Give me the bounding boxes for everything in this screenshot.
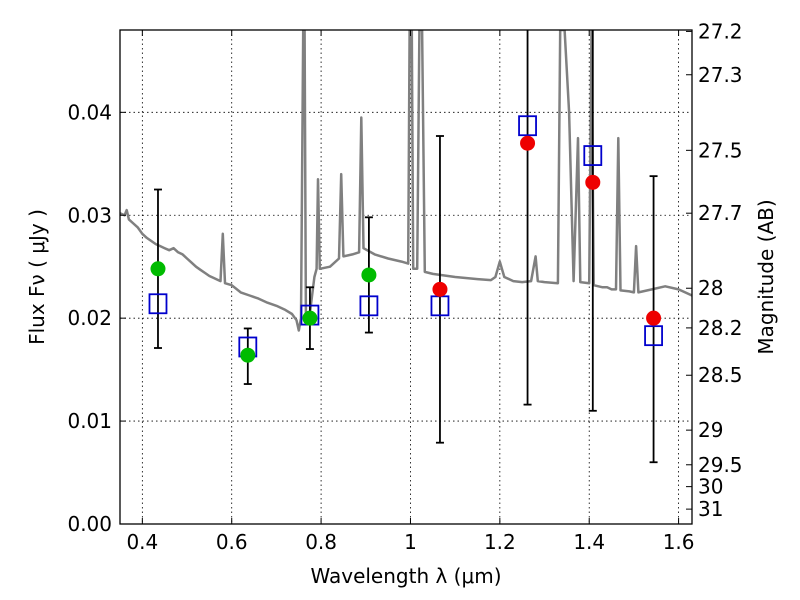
model-flux-square xyxy=(359,295,379,317)
observed-flux-point xyxy=(302,310,318,326)
spectrum-line xyxy=(120,30,692,332)
observed-flux-point xyxy=(150,261,166,277)
magnitude-tick-label: 27.3 xyxy=(698,63,743,87)
x-tick-label: 1.6 xyxy=(663,530,695,554)
observed-flux-point xyxy=(432,281,448,297)
x-tick-label: 0.4 xyxy=(126,530,158,554)
x-tick-label: 1.2 xyxy=(484,530,516,554)
plot-background xyxy=(120,30,692,524)
magnitude-axis-label: Magnitude (AB) xyxy=(754,199,778,354)
magnitude-tick-label: 28 xyxy=(698,276,723,300)
x-tick-label: 0.8 xyxy=(305,530,337,554)
observed-flux-point xyxy=(646,310,662,326)
magnitude-tick-label: 28.2 xyxy=(698,316,743,340)
x-axis-label: Wavelength λ (μm) xyxy=(310,564,501,588)
magnitude-tick-label: 31 xyxy=(698,497,723,521)
model-flux-square xyxy=(148,293,168,315)
y-tick-label: 0.03 xyxy=(67,203,112,227)
magnitude-tick-label: 28.5 xyxy=(698,363,743,387)
y-tick-label: 0.01 xyxy=(67,409,112,433)
y-axis-ticks: 0.00 0.01 0.02 0.03 0.04 xyxy=(67,100,126,536)
y-axis-label: Flux Fν ( μJy ) xyxy=(25,209,49,345)
y-tick-label: 0.02 xyxy=(67,306,112,330)
observed-flux-point xyxy=(520,135,536,151)
plot-frame xyxy=(119,29,693,525)
magnitude-tick-label: 27.5 xyxy=(698,138,743,162)
magnitude-tick-label: 30 xyxy=(698,475,723,499)
y-tick-label: 0.00 xyxy=(67,512,112,536)
grid-lines xyxy=(120,30,692,524)
observed-flux-point xyxy=(240,347,256,363)
model-flux-square xyxy=(644,325,663,347)
model-spectrum xyxy=(120,30,692,332)
observed-flux-point xyxy=(361,267,377,283)
observed-photometry xyxy=(150,135,662,363)
y-tick-label: 0.04 xyxy=(67,100,112,124)
x-tick-label: 1 xyxy=(404,530,417,554)
x-tick-label: 1.4 xyxy=(573,530,605,554)
observed-flux-point xyxy=(585,174,601,190)
model-flux-square xyxy=(518,115,537,137)
magnitude-tick-label: 29 xyxy=(698,418,723,442)
magnitude-tick-label: 27.7 xyxy=(698,201,743,225)
x-tick-label: 0.6 xyxy=(216,530,248,554)
model-flux-square xyxy=(583,145,603,166)
x-axis-ticks: 0.4 0.6 0.8 1 1.2 1.4 1.6 xyxy=(126,30,695,554)
magnitude-tick-label: 27.2 xyxy=(698,19,743,43)
magnitude-tick-label: 29.5 xyxy=(698,453,743,477)
